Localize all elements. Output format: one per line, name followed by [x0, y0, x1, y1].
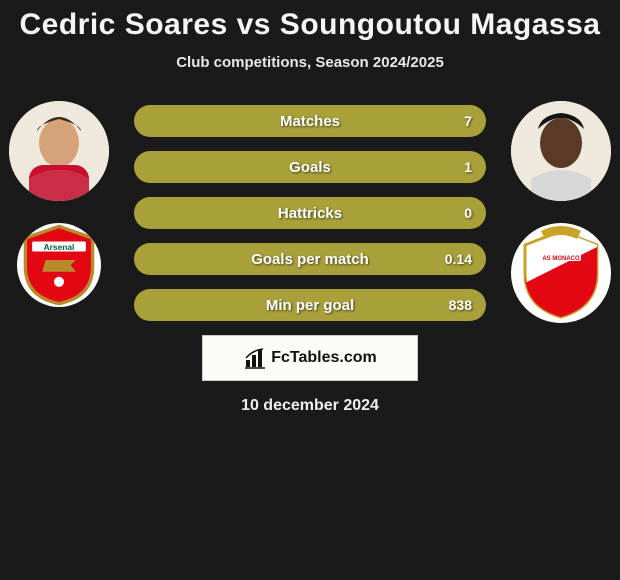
- stat-bar-min-per-goal: Min per goal 838: [134, 289, 486, 321]
- stat-bar-matches: Matches 7: [134, 105, 486, 137]
- stat-bar-goals-per-match: Goals per match 0.14: [134, 243, 486, 275]
- stat-right-value: 0: [464, 205, 472, 221]
- player-avatar-icon: [9, 101, 109, 201]
- stat-bar-goals: Goals 1: [134, 151, 486, 183]
- monaco-crest-icon: AS MONACO: [511, 223, 611, 323]
- stat-label: Goals: [289, 159, 331, 176]
- right-player-column: AS MONACO: [506, 101, 616, 323]
- player-avatar-icon: [511, 101, 611, 201]
- subtitle: Club competitions, Season 2024/2025: [0, 54, 620, 71]
- stat-bar-hattricks: Hattricks 0: [134, 197, 486, 229]
- page-title: Cedric Soares vs Soungoutou Magassa: [0, 8, 620, 42]
- arsenal-crest-icon: Arsenal: [17, 223, 101, 307]
- right-club-crest: AS MONACO: [511, 223, 611, 323]
- stat-right-value: 7: [464, 113, 472, 129]
- svg-text:AS MONACO: AS MONACO: [542, 256, 580, 262]
- infographic-container: Cedric Soares vs Soungoutou Magassa Club…: [0, 0, 620, 415]
- stat-right-value: 838: [449, 297, 472, 313]
- left-player-avatar: [9, 101, 109, 201]
- brand-box[interactable]: FcTables.com: [202, 335, 418, 381]
- left-player-column: Arsenal: [4, 101, 114, 307]
- stat-label: Matches: [280, 113, 340, 130]
- stat-label: Min per goal: [266, 297, 354, 314]
- stats-column: Matches 7 Goals 1 Hattricks 0 Goals per …: [134, 101, 486, 415]
- date-line: 10 december 2024: [134, 397, 486, 415]
- stat-right-value: 0.14: [445, 251, 472, 267]
- brand-label: FcTables.com: [271, 349, 377, 367]
- stat-right-value: 1: [464, 159, 472, 175]
- right-player-avatar: [511, 101, 611, 201]
- body-row: Arsenal Matches 7 Goals 1 Hattricks: [0, 101, 620, 415]
- left-club-crest: Arsenal: [17, 223, 101, 307]
- stat-label: Goals per match: [251, 251, 369, 268]
- stat-label: Hattricks: [278, 205, 342, 222]
- bar-chart-icon: [243, 346, 267, 370]
- svg-text:Arsenal: Arsenal: [44, 242, 75, 252]
